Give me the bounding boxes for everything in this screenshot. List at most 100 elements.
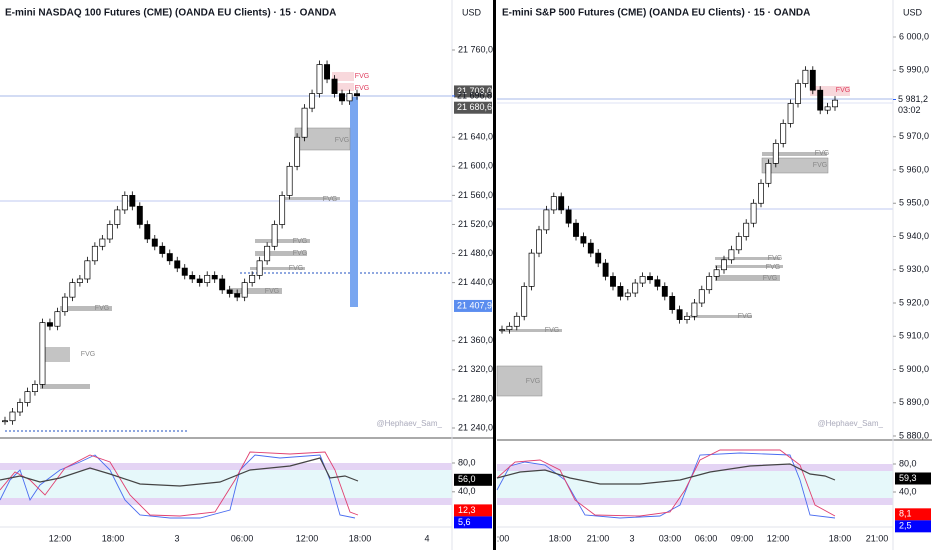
candle <box>271 224 278 247</box>
candle <box>279 195 286 225</box>
candle <box>181 267 188 276</box>
currency: USD <box>462 7 482 17</box>
candle <box>226 289 233 294</box>
y-tick-label: 5 950,0 <box>899 198 929 208</box>
candle <box>795 83 801 104</box>
x-tick-label: 09:00 <box>731 533 754 543</box>
candle <box>817 89 824 111</box>
candle <box>151 238 158 247</box>
x-tick-label: 12:00 <box>296 533 319 543</box>
fvg-box <box>500 329 562 332</box>
candle <box>204 274 211 283</box>
candle <box>772 143 779 164</box>
candle <box>543 209 550 231</box>
y-tick-label: 5 910,0 <box>899 331 929 341</box>
y-tick-label: 21 760,0 <box>458 44 493 54</box>
y-tick-label: 21 240,0 <box>458 422 493 432</box>
fvg-box <box>250 267 305 270</box>
y-tick-label: 5 940,0 <box>899 231 929 241</box>
fvg-box <box>332 72 354 81</box>
x-tick-label: :00 <box>497 533 510 543</box>
fvg-label: FVG <box>763 275 777 282</box>
candle <box>684 315 690 320</box>
candle <box>256 260 263 276</box>
candle <box>346 93 353 102</box>
x-tick-label: 03:00 <box>659 533 682 543</box>
candle <box>624 292 631 297</box>
price-tag-bg <box>454 299 492 312</box>
osc-tag-bg <box>895 472 931 485</box>
price-tag-bg <box>454 101 492 114</box>
price-tag: 5 981,2 <box>898 94 928 104</box>
candle <box>136 205 143 225</box>
candle <box>676 309 683 320</box>
candle <box>174 260 181 269</box>
osc-band <box>497 471 893 498</box>
fvg-label: FVG <box>335 137 349 144</box>
osc-label: 5,6 <box>458 517 471 527</box>
candle <box>121 195 128 211</box>
fvg-box <box>40 384 90 389</box>
candle <box>354 93 360 97</box>
osc-band <box>0 498 452 505</box>
osc-tag-bg <box>895 520 931 533</box>
candle <box>691 302 698 317</box>
candle <box>129 195 136 207</box>
x-tick-label: 21:00 <box>866 533 889 543</box>
fvg-label: FVG <box>545 327 559 334</box>
candle <box>9 411 16 422</box>
candle <box>316 64 323 94</box>
candle <box>809 69 816 91</box>
candle <box>144 224 151 240</box>
candle <box>573 222 579 237</box>
y-tick-label: 21 480,0 <box>458 248 493 258</box>
y-tick-label: 5 920,0 <box>899 297 929 307</box>
left-decor <box>0 72 452 519</box>
osc-label: 40,0 <box>899 486 917 496</box>
right-decor <box>496 86 893 519</box>
candle <box>189 274 196 280</box>
candle <box>114 209 121 225</box>
candle <box>76 278 83 283</box>
candle <box>69 282 76 298</box>
candle <box>159 245 166 254</box>
candle <box>309 93 316 109</box>
osc-label: 2,5 <box>899 521 912 531</box>
osc-label: 80,0 <box>458 457 476 467</box>
candle <box>521 286 528 317</box>
candle <box>528 252 535 287</box>
osc-line <box>496 463 836 485</box>
osc-line <box>496 449 836 517</box>
panel-title: E-mini NASDAQ 100 Futures (CME) (OANDA E… <box>5 8 336 19</box>
candle <box>84 260 91 280</box>
osc-label: 56,0 <box>458 474 476 484</box>
candle <box>595 252 602 264</box>
candle <box>565 209 572 224</box>
fvg-label: FVG <box>293 238 307 245</box>
fvg-box <box>255 251 307 256</box>
candle <box>706 276 713 291</box>
candle <box>661 286 668 297</box>
candle <box>2 420 8 423</box>
fvg-box <box>332 83 354 91</box>
candle <box>639 276 646 284</box>
y-tick-label: 21 640,0 <box>458 132 493 142</box>
candle <box>558 196 565 211</box>
fvg-label: FVG <box>768 255 782 262</box>
candle <box>536 229 542 254</box>
watermark: @Hephaev_Sam_ <box>377 419 443 428</box>
y-tick-label: 6 000,0 <box>899 31 929 41</box>
x-tick-label: 21:00 <box>587 533 610 543</box>
candle <box>750 202 757 224</box>
fvg-box <box>715 265 783 268</box>
candle <box>91 245 98 262</box>
fvg-box <box>810 86 850 96</box>
x-tick-label: 18:00 <box>349 533 372 543</box>
osc-line <box>0 457 359 487</box>
candle <box>99 238 106 247</box>
currency: USD <box>903 7 923 17</box>
osc-line <box>496 452 836 519</box>
candle <box>39 322 46 385</box>
fvg-label: FVG <box>293 250 307 257</box>
osc-tag-bg <box>454 504 492 517</box>
